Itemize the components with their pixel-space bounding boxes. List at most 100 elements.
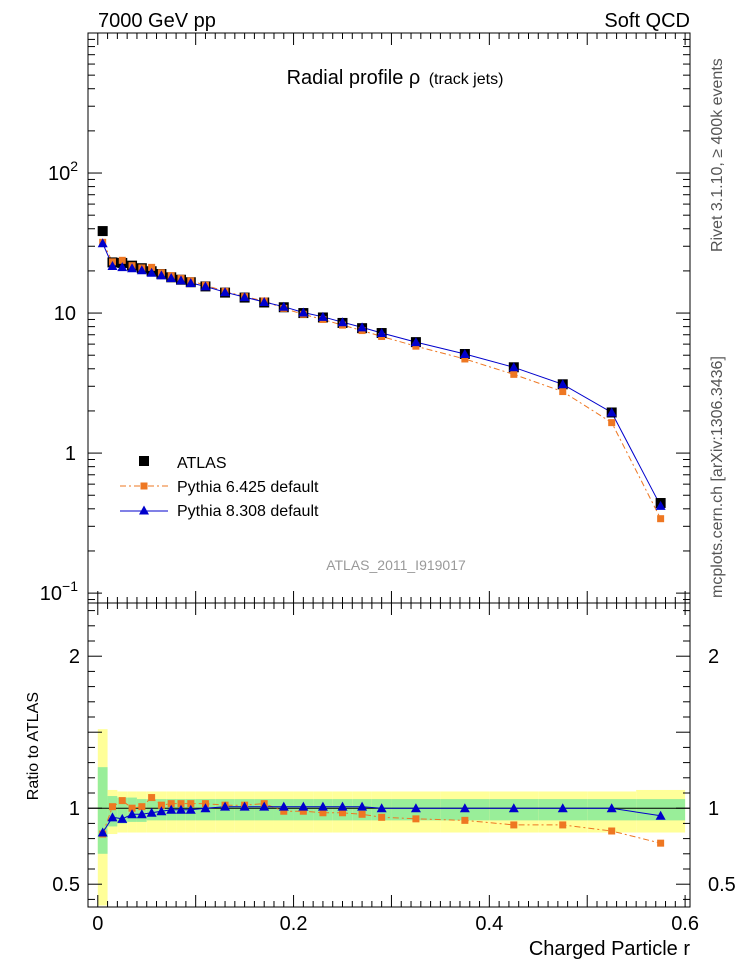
ratio-point-py8 <box>278 801 289 811</box>
data-point-py8 <box>337 317 348 327</box>
ratio-point-py6 <box>657 839 665 847</box>
data-point-py8 <box>97 238 108 248</box>
ratio-point-py8 <box>200 803 211 813</box>
ratio-band-inner <box>636 799 686 821</box>
y-tick-label: 102 <box>48 158 78 185</box>
ratio-point-py6 <box>299 807 307 815</box>
data-point-py8 <box>175 275 186 285</box>
data-point-py8 <box>117 262 128 272</box>
ratio-point-py8 <box>239 801 250 811</box>
ratio-y-tick-label-right: 1 <box>708 798 719 820</box>
x-tick-label: 0.6 <box>671 913 699 935</box>
header-right: Soft QCD <box>604 10 690 32</box>
ratio-point-py6 <box>378 813 386 821</box>
ratio-point-py8 <box>376 803 387 813</box>
ratio-y-tick-label-right: 2 <box>708 646 719 668</box>
data-point-py8 <box>459 349 470 359</box>
ratio-markers <box>97 794 666 847</box>
ratio-point-py6 <box>319 809 327 817</box>
header-left: 7000 GeV pp <box>98 10 216 32</box>
ratio-point-py8 <box>606 803 617 813</box>
legend-marker-atlas <box>139 456 149 466</box>
data-point-py8 <box>166 272 177 282</box>
x-tick-label: 0 <box>92 913 103 935</box>
legend: ATLAS Pythia 6.425 default Pythia 8.308 … <box>120 455 319 520</box>
ratio-point-py6 <box>148 794 156 802</box>
data-point-py8 <box>239 292 250 302</box>
ratio-point-py8 <box>410 803 421 813</box>
legend-marker-py6 <box>140 482 148 490</box>
analysis-watermark: ATLAS_2011_I919017 <box>326 557 466 573</box>
ratio-point-py6 <box>138 803 146 811</box>
data-point-py6 <box>118 256 126 264</box>
ratio-point-py8 <box>127 809 138 819</box>
ratio-point-py8 <box>136 809 147 819</box>
y-tick-exponent: 2 <box>70 158 78 174</box>
data-point-py8 <box>508 362 519 372</box>
data-point-py8 <box>259 296 270 306</box>
data-point-py8 <box>317 311 328 321</box>
ratio-point-py8 <box>185 804 196 814</box>
ratio-point-py6 <box>559 821 567 829</box>
ratio-point-py8 <box>557 803 568 813</box>
data-point-py6 <box>461 355 469 363</box>
ratio-point-py6 <box>280 807 288 815</box>
data-point-py8 <box>156 270 167 280</box>
ratio-point-py8 <box>655 810 666 820</box>
data-point-py8 <box>185 277 196 287</box>
ratio-point-py6 <box>510 821 518 829</box>
data-point-py8 <box>107 260 118 270</box>
ratio-point-py6 <box>157 801 165 809</box>
ratio-point-py8 <box>117 813 128 823</box>
y-tick-label: 10−1 <box>40 578 78 605</box>
ratio-point-py8 <box>459 803 470 813</box>
ratio-point-py6 <box>412 815 420 823</box>
data-point-atlas <box>97 226 108 237</box>
legend-label-py8: Pythia 8.308 default <box>177 503 319 520</box>
main-title-sub: (track jets) <box>429 71 504 88</box>
ratio-point-py6 <box>358 810 366 818</box>
data-point-py8 <box>606 407 617 417</box>
ratio-y-tick-label-right: 0.5 <box>708 874 736 896</box>
main-title-text: Radial profile ρ <box>287 67 421 89</box>
data-point-py8 <box>220 287 231 297</box>
ratio-point-py6 <box>167 800 175 808</box>
x-axis-label: Charged Particle r <box>529 938 691 960</box>
data-point-py8 <box>655 500 666 510</box>
data-point-py8 <box>557 379 568 389</box>
x-tick-label: 0.4 <box>475 913 503 935</box>
ratio-point-py8 <box>357 801 368 811</box>
ratio-point-py8 <box>220 801 231 811</box>
data-point-py8 <box>376 328 387 338</box>
ratio-point-py8 <box>508 803 519 813</box>
ratio-point-py6 <box>339 809 347 817</box>
ratio-band-inner <box>107 796 118 827</box>
data-point-py6 <box>608 419 616 427</box>
y-tick-label: 1 <box>65 443 76 465</box>
legend-label-py6: Pythia 6.425 default <box>177 479 319 496</box>
ratio-point-py6 <box>108 803 116 811</box>
ratio-point-py8 <box>166 804 177 814</box>
series-line-pythia-6-425-default <box>102 242 662 519</box>
data-point-py8 <box>410 337 421 347</box>
ratio-point-py6 <box>461 816 469 824</box>
ratio-y-axis-label: Ratio to ATLAS <box>25 692 42 800</box>
ratio-y-tick-label: 1 <box>69 798 80 820</box>
ratio-point-py6 <box>118 797 126 805</box>
data-point-py8 <box>200 281 211 291</box>
legend-label-atlas: ATLAS <box>177 455 227 472</box>
ratio-point-py8 <box>107 812 118 822</box>
data-point-py6 <box>657 515 665 523</box>
ratio-point-py8 <box>156 806 167 816</box>
axes <box>87 32 691 908</box>
ratio-point-py8 <box>175 804 186 814</box>
rivet-label: Rivet 3.1.10, ≥ 400k events <box>709 58 726 252</box>
legend-marker-py8 <box>139 505 149 515</box>
data-point-py8 <box>298 307 309 317</box>
y-tick-base: 10 <box>48 163 70 185</box>
data-point-py6 <box>412 342 420 350</box>
data-point-py8 <box>278 301 289 311</box>
ratio-point-py6 <box>608 827 616 835</box>
data-point-py8 <box>357 322 368 332</box>
